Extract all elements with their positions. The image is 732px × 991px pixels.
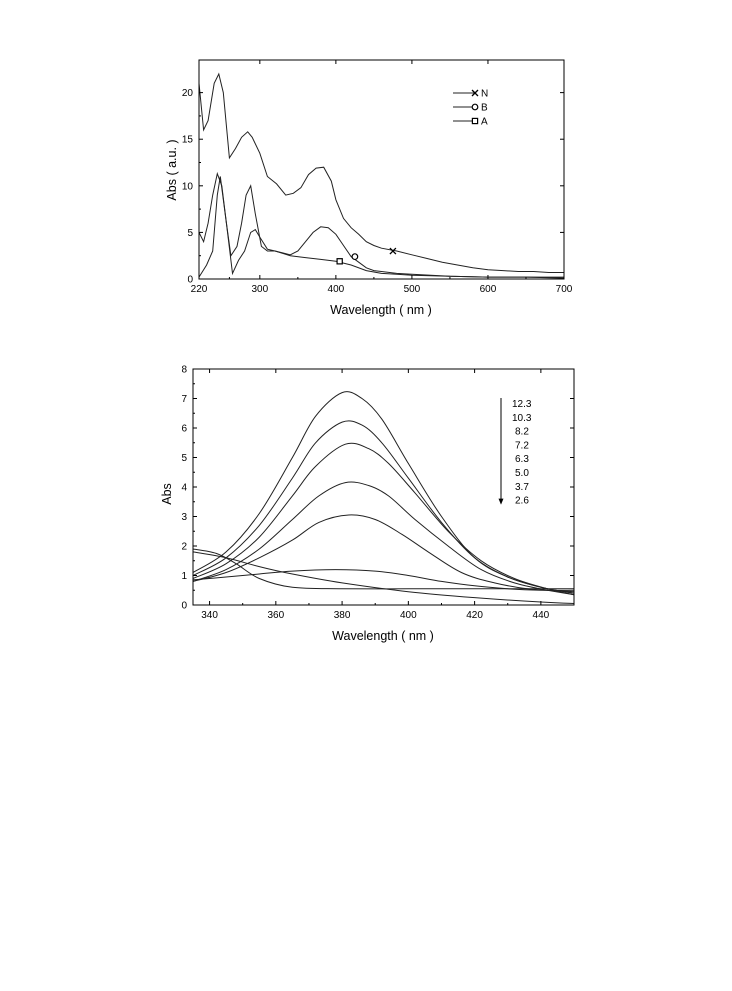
chart2-series-line-7-2: [192, 481, 575, 596]
chart1-y-axis-label: Abs ( a.u. ): [165, 139, 179, 200]
chart1-x-axis-label: Wavelength ( nm ): [330, 303, 432, 317]
chart2-legend-label: 5.0: [515, 468, 529, 479]
chart2-y-axis: 0 1 2 3 4 5 6 7 8: [181, 365, 574, 612]
chart2-x-tick-label: 440: [533, 610, 550, 621]
chart1-legend-label: A: [481, 117, 488, 128]
chart2-x-tick-label: 340: [201, 610, 218, 621]
chart2-x-axis-label: Wavelength ( nm ): [332, 629, 434, 643]
chart1-y-tick-label: 15: [182, 135, 194, 146]
chart2-x-tick-label: 380: [334, 610, 351, 621]
chart1-legend-marker-x: [471, 89, 479, 97]
chart2-y-tick-label: 1: [181, 571, 187, 582]
chart1-series-line-A: [198, 176, 564, 278]
chart2-legend-label: 12.3: [512, 399, 532, 410]
chart2-legend-label: 8.2: [515, 427, 529, 438]
chart2-y-tick-label: 8: [181, 365, 187, 376]
chart1-x-tick-label: 400: [328, 284, 345, 295]
chart2-legend-label: 3.7: [515, 482, 529, 493]
chart1-series: [198, 72, 565, 279]
chart2-legend-label: 2.6: [515, 496, 529, 507]
chart1-legend-marker-square: [471, 117, 479, 125]
chart1-marker-A-square: [336, 258, 343, 265]
chart2-y-tick-label: 2: [181, 542, 187, 553]
chart2-legend-arrow-head: [498, 498, 504, 505]
chart2-legend-label: 6.3: [515, 454, 529, 465]
chart2-y-tick-label: 5: [181, 453, 187, 464]
chart1-y-tick-label: 0: [187, 275, 193, 286]
chart1-x-tick-label: 220: [191, 284, 208, 295]
chart2-x-axis: 340 360 380 400 420 440: [201, 369, 550, 621]
chart1-x-tick-label: 700: [556, 284, 573, 295]
chart1-marker-B-circle: [351, 253, 359, 261]
chart2-series: [192, 391, 575, 604]
chart1-x-tick-label: 500: [404, 284, 421, 295]
chart1-x-tick-label: 600: [480, 284, 497, 295]
chart2-y-tick-label: 6: [181, 424, 187, 435]
chart2-series-line-10-3: [192, 420, 575, 594]
chart1-x-tick-label: 300: [251, 284, 268, 295]
chart2-y-tick-label: 3: [181, 512, 187, 523]
absorbance-chart-1: 220 300 400 500 600 700 0 5 10 15 20 NBA Waveleng…: [165, 59, 573, 317]
chart1-legend: NBA: [453, 89, 488, 128]
chart1-legend-label: B: [481, 103, 488, 114]
chart2-x-tick-label: 420: [466, 610, 483, 621]
chart2-x-tick-label: 360: [267, 610, 284, 621]
chart2-y-tick-label: 0: [181, 601, 187, 612]
chart2-legend: 12.3 10.3 8.2 7.2 6.3 5.0 3.7 2.6: [498, 398, 532, 507]
chart1-y-tick-label: 5: [187, 228, 193, 239]
chart2-y-axis-label: Abs: [160, 483, 174, 505]
chart1-series-line-B: [198, 171, 565, 279]
chart1-x-axis: 220 300 400 500 600 700: [191, 60, 573, 295]
chart1-marker-N-x: [389, 247, 397, 255]
absorbance-chart-2: 340 360 380 400 420 440 0 1 2 3 4 5 6 7 8 12.3 10.3 8.2…: [160, 365, 575, 643]
chart2-y-tick-label: 7: [181, 394, 187, 405]
chart2-series-line-2-6: [192, 551, 575, 604]
chart2-series-line-8-2: [192, 442, 575, 596]
chart1-legend-label: N: [481, 89, 488, 100]
chart2-x-tick-label: 400: [400, 610, 417, 621]
chart1-y-tick-label: 10: [182, 181, 194, 192]
chart1-legend-marker-circle: [471, 103, 479, 111]
chart2-legend-label: 7.2: [515, 440, 529, 451]
chart1-y-axis: 0 5 10 15 20: [182, 88, 564, 286]
chart1-series-line-N: [198, 72, 564, 273]
chart1-y-tick-label: 20: [182, 88, 194, 99]
chart2-y-tick-label: 4: [181, 483, 187, 494]
chart1-plot-frame: [198, 59, 565, 280]
chart2-legend-label: 10.3: [512, 413, 532, 424]
